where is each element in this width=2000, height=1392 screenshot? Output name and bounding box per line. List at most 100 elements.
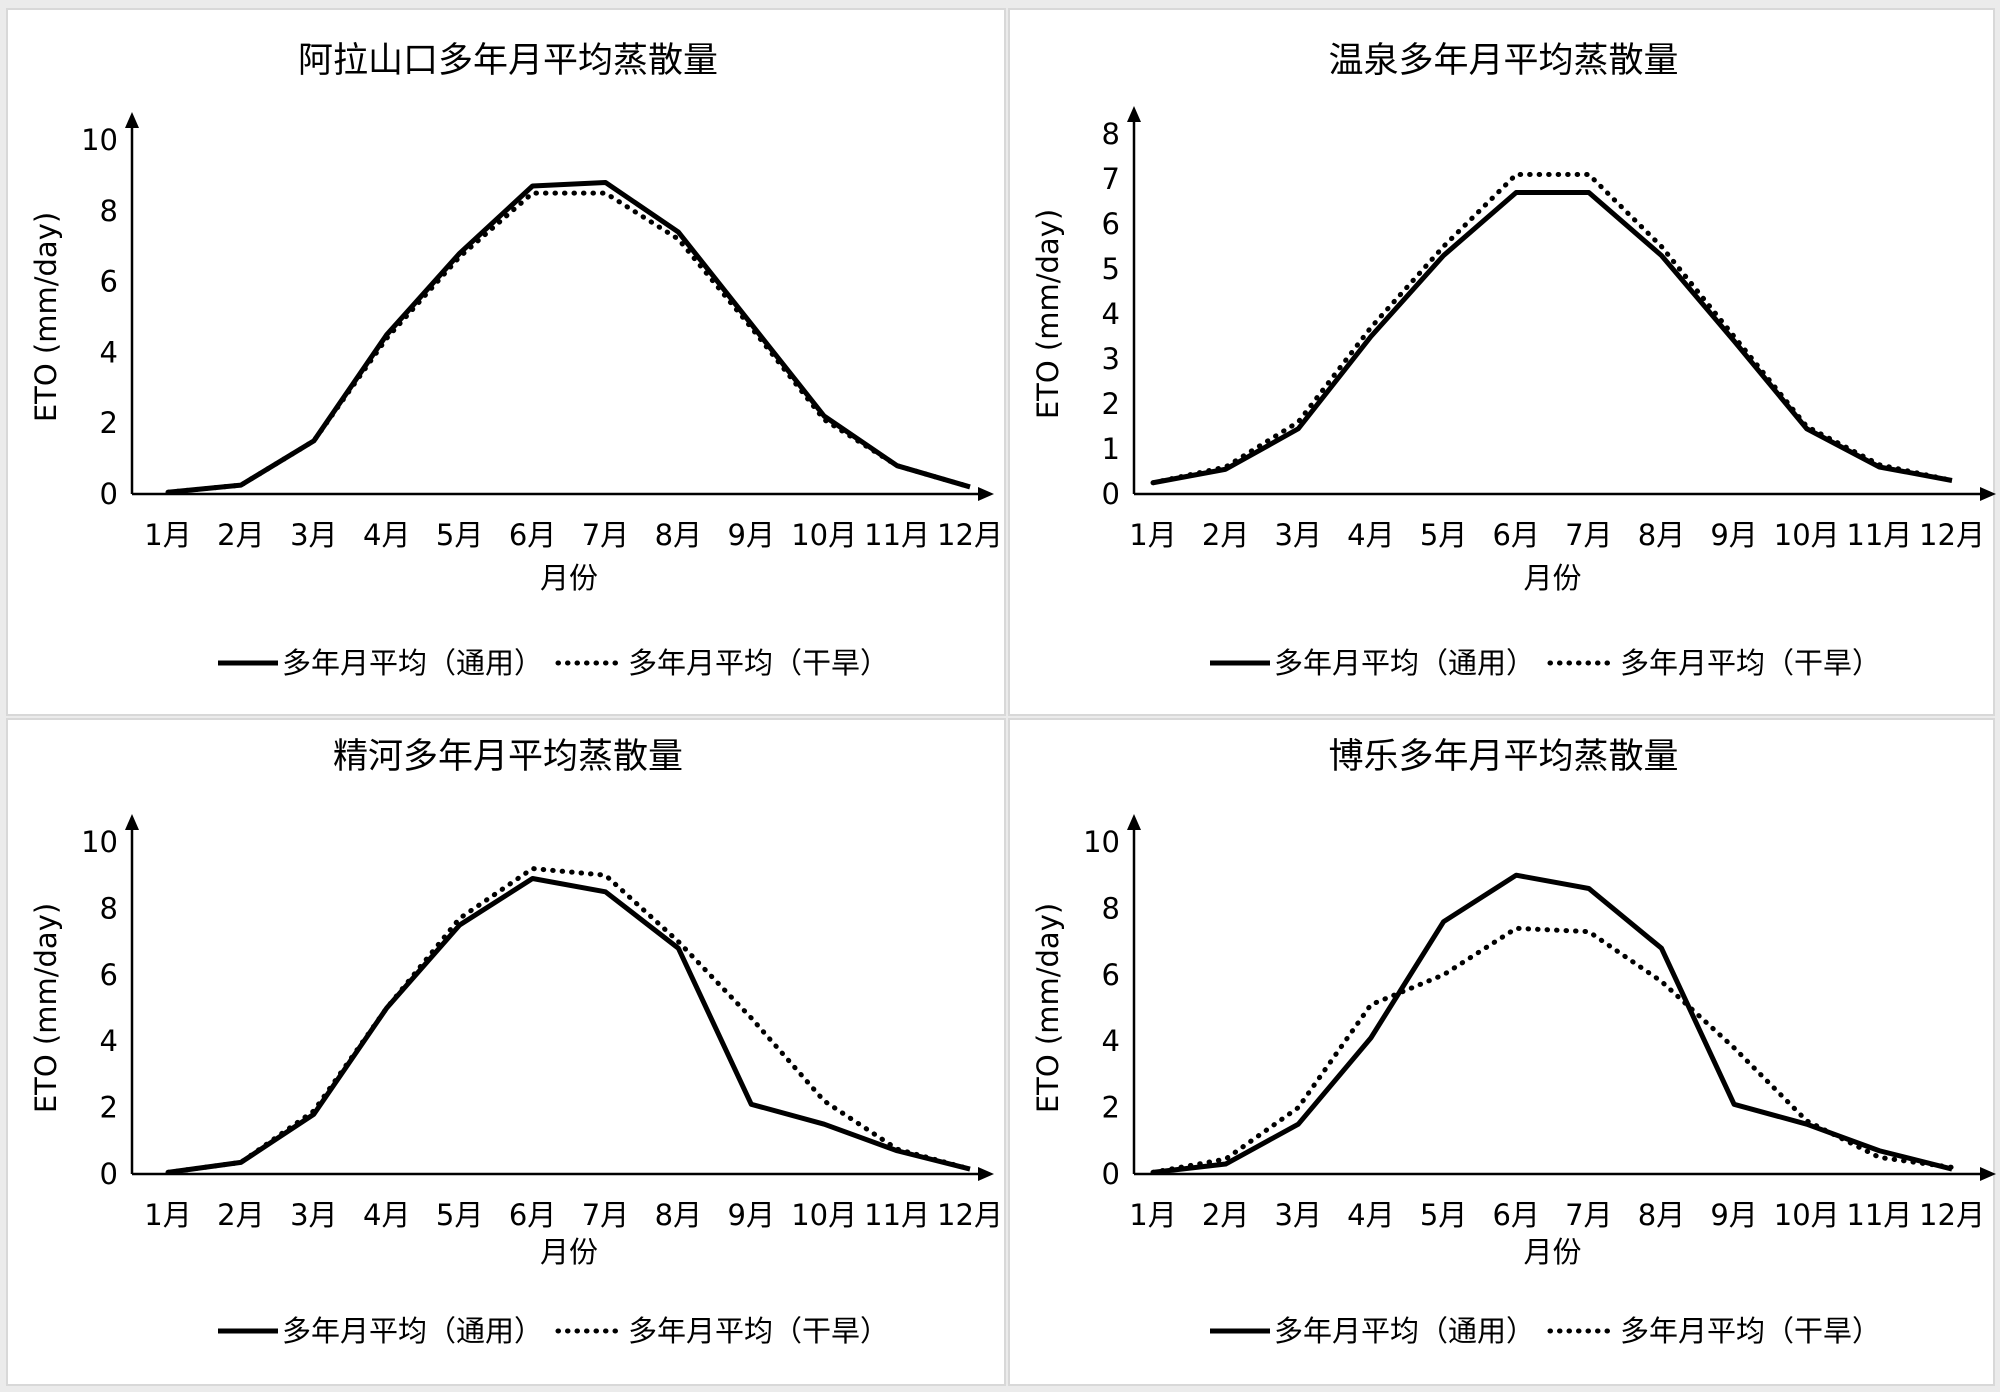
x-tick-labels: 1月 2月 3月 4月 5月 6月 7月 8月 9月 10月 11月 12月 <box>1129 518 1985 552</box>
y-tick-label: 8 <box>1102 117 1120 151</box>
series-group <box>1150 872 1955 1175</box>
x-tick-label: 4月 <box>1347 1198 1394 1232</box>
x-tick-label: 1月 <box>1129 518 1176 552</box>
x-tick-label: 3月 <box>1275 518 1322 552</box>
x-tick-label: 2月 <box>217 518 264 552</box>
x-tick-label: 4月 <box>363 518 410 552</box>
x-tick-label: 12月 <box>937 518 1003 552</box>
x-tick-label: 5月 <box>436 1198 483 1232</box>
y-tick-label: 5 <box>1102 252 1120 286</box>
x-tick-label: 2月 <box>1202 1198 1249 1232</box>
x-tick-label: 7月 <box>1565 518 1612 552</box>
chart-svg: 博乐多年月平均蒸散量 0 2 4 6 8 10 1月 2月 3月 4月 5月 6月 7月 8月 9月 10月… <box>1031 737 1996 1348</box>
y-tick-label: 0 <box>1102 1157 1120 1191</box>
y-tick-label: 10 <box>81 825 118 859</box>
series-arid-line <box>1150 172 1955 486</box>
x-tick-label: 2月 <box>1202 518 1249 552</box>
y-tick-label: 4 <box>100 1024 118 1058</box>
y-tick-label: 3 <box>1102 342 1120 376</box>
x-axis-label: 月份 <box>1523 1235 1581 1269</box>
chart-title: 温泉多年月平均蒸散量 <box>1328 41 1678 81</box>
x-tick-labels: 1月 2月 3月 4月 5月 6月 7月 8月 9月 10月 11月 12月 <box>144 518 1003 552</box>
y-tick-label: 2 <box>100 1091 118 1125</box>
x-tick-label: 6月 <box>1492 518 1539 552</box>
y-tick-label: 6 <box>1102 207 1120 241</box>
series-general-line <box>1152 190 1953 486</box>
series-arid-line <box>165 190 973 495</box>
y-tick-label: 2 <box>1102 1091 1120 1125</box>
series-group <box>165 866 973 1175</box>
chart-panel-jinghe: 精河多年月平均蒸散量 0 2 4 6 8 10 1月 2月 3月 4月 5月 6月 7月 8月 9月 10月… <box>6 718 1006 1386</box>
y-axis-label: ETO (mm/day) <box>29 212 63 422</box>
x-tick-label: 6月 <box>509 518 556 552</box>
y-tick-label: 0 <box>100 1157 118 1191</box>
chart-panel-alashankou: 阿拉山口多年月平均蒸散量 0 2 4 6 8 10 1月 2月 3月 4月 5月 6月 7月 8月 9月 1… <box>6 8 1006 716</box>
x-axis-arrow <box>1980 487 1996 501</box>
x-tick-label: 9月 <box>1710 518 1757 552</box>
chart-svg: 精河多年月平均蒸散量 0 2 4 6 8 10 1月 2月 3月 4月 5月 6月 7月 8月 9月 10月… <box>29 737 1003 1348</box>
y-tick-label: 8 <box>1102 891 1120 925</box>
series-group <box>165 179 973 495</box>
x-tick-label: 3月 <box>1275 1198 1322 1232</box>
legend: 多年月平均（通用） 多年月平均（干旱） <box>218 646 889 680</box>
chart-panel-bole: 博乐多年月平均蒸散量 0 2 4 6 8 10 1月 2月 3月 4月 5月 6月 7月 8月 9月 10月… <box>1008 718 1996 1386</box>
series-general-line <box>167 179 971 495</box>
series-arid-line <box>165 866 973 1175</box>
x-tick-label: 7月 <box>582 1198 629 1232</box>
y-axis-label: ETO (mm/day) <box>1031 209 1065 419</box>
x-tick-label: 1月 <box>1129 1198 1176 1232</box>
x-tick-labels: 1月 2月 3月 4月 5月 6月 7月 8月 9月 10月 11月 12月 <box>1129 1198 1985 1232</box>
x-tick-label: 4月 <box>363 1198 410 1232</box>
x-tick-label: 9月 <box>728 518 775 552</box>
y-axis-arrow <box>1127 814 1141 830</box>
axes <box>1127 814 1996 1181</box>
y-axis-arrow <box>125 112 139 128</box>
x-axis-arrow <box>1980 1167 1996 1181</box>
y-tick-label: 4 <box>1102 1024 1120 1058</box>
axes <box>125 112 994 501</box>
axes <box>125 814 994 1181</box>
y-tick-label: 0 <box>100 477 118 511</box>
series-general-line <box>167 876 971 1175</box>
y-tick-label: 2 <box>1102 387 1120 421</box>
x-tick-label: 7月 <box>582 518 629 552</box>
chart-title: 阿拉山口多年月平均蒸散量 <box>298 41 718 81</box>
x-tick-label: 5月 <box>1420 1198 1467 1232</box>
x-tick-label: 1月 <box>144 518 191 552</box>
y-tick-label: 6 <box>100 958 118 992</box>
legend-arid-label: 多年月平均（干旱） <box>628 1314 889 1348</box>
y-axis-arrow <box>1127 106 1141 122</box>
x-tick-label: 1月 <box>144 1198 191 1232</box>
x-tick-label: 8月 <box>1638 518 1685 552</box>
legend-general-label: 多年月平均（通用） <box>1274 646 1535 680</box>
legend-general-label: 多年月平均（通用） <box>282 1314 543 1348</box>
x-tick-label: 3月 <box>290 518 337 552</box>
x-tick-labels: 1月 2月 3月 4月 5月 6月 7月 8月 9月 10月 11月 12月 <box>144 1198 1003 1232</box>
x-tick-label: 5月 <box>436 518 483 552</box>
y-tick-label: 1 <box>1102 432 1120 466</box>
chart-title: 博乐多年月平均蒸散量 <box>1328 737 1678 777</box>
x-tick-label: 5月 <box>1420 518 1467 552</box>
x-axis-label: 月份 <box>540 561 598 595</box>
axes <box>1127 106 1996 501</box>
legend-arid-label: 多年月平均（干旱） <box>1620 1314 1881 1348</box>
x-axis-arrow <box>978 487 994 501</box>
x-tick-label: 12月 <box>937 1198 1003 1232</box>
x-tick-label: 8月 <box>1638 1198 1685 1232</box>
x-tick-label: 4月 <box>1347 518 1394 552</box>
x-tick-label: 10月 <box>791 1198 857 1232</box>
y-tick-label: 10 <box>1083 825 1120 859</box>
x-tick-label: 6月 <box>509 1198 556 1232</box>
series-general-line <box>1152 872 1953 1175</box>
x-tick-label: 11月 <box>1846 1198 1912 1232</box>
x-axis-label: 月份 <box>1523 561 1581 595</box>
x-tick-label: 9月 <box>1710 1198 1757 1232</box>
legend: 多年月平均（通用） 多年月平均（干旱） <box>218 1314 889 1348</box>
legend-arid-label: 多年月平均（干旱） <box>628 646 889 680</box>
y-axis-arrow <box>125 814 139 830</box>
x-tick-label: 11月 <box>1846 518 1912 552</box>
y-tick-labels: 0 2 4 6 8 10 <box>81 123 118 511</box>
x-tick-label: 9月 <box>728 1198 775 1232</box>
y-tick-label: 4 <box>100 335 118 369</box>
